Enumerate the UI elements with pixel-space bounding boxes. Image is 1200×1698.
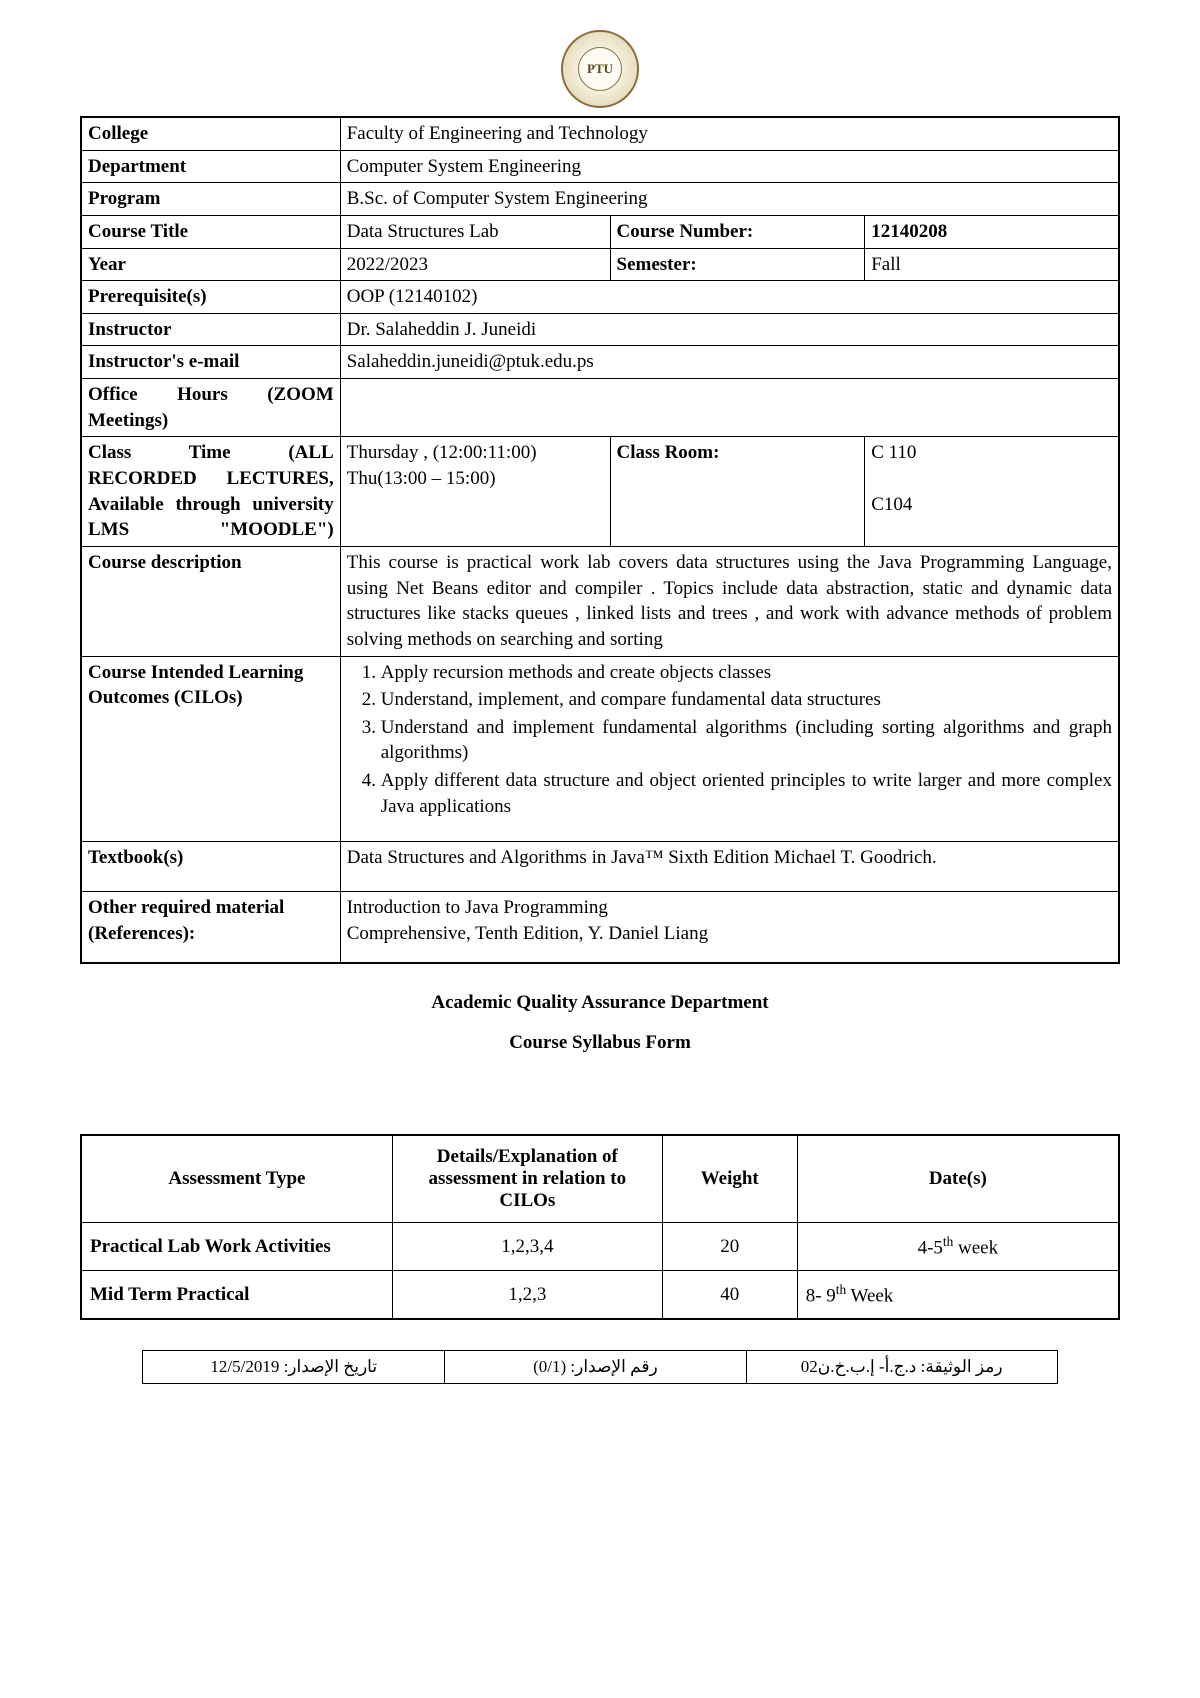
college-label: College [81,117,340,150]
course-title-label: Course Title [81,215,340,248]
footer-info-table: تاريخ الإصدار: 12/5/2019 رقم الإصدار: (0… [142,1350,1057,1384]
textbook-value: Data Structures and Algorithms in Java™ … [340,842,1119,892]
course-number-label: Course Number: [610,215,865,248]
program-value: B.Sc. of Computer System Engineering [340,183,1119,216]
year-value: 2022/2023 [340,248,610,281]
logo-container: PTU [80,30,1120,108]
cilo-list: Apply recursion methods and create objec… [347,660,1112,820]
qa-dept-heading: Academic Quality Assurance Department [80,992,1120,1014]
assess-weight: 20 [662,1223,797,1271]
assess-type: Mid Term Practical [81,1271,392,1319]
course-title-value: Data Structures Lab [340,215,610,248]
college-value: Faculty of Engineering and Technology [340,117,1119,150]
cilo-item: Understand and implement fundamental alg… [381,715,1112,766]
instructor-label: Instructor [81,313,340,346]
assess-dates: 4-5th week [797,1223,1119,1271]
cilo-item: Apply different data structure and objec… [381,768,1112,819]
class-room-value: C 110 C104 [865,437,1119,547]
other-material-value: Introduction to Java Programming Compreh… [340,892,1119,964]
class-time-line2: Thu(13:00 – 15:00) [347,468,496,489]
footer-issue-number: رقم الإصدار: (0/1) [445,1350,747,1383]
prereq-label: Prerequisite(s) [81,281,340,314]
assess-header-type: Assessment Type [81,1135,392,1223]
logo-text: PTU [578,47,622,91]
cilo-item: Apply recursion methods and create objec… [381,660,1112,686]
email-value: Salaheddin.juneidi@ptuk.edu.ps [340,346,1119,379]
table-row: Practical Lab Work Activities 1,2,3,4 20… [81,1223,1119,1271]
assess-weight: 40 [662,1271,797,1319]
assess-details: 1,2,3,4 [392,1223,662,1271]
year-label: Year [81,248,340,281]
program-label: Program [81,183,340,216]
office-hours-value [340,379,1119,437]
other-line2: Comprehensive, Tenth Edition, Y. Daniel … [347,923,708,944]
instructor-value: Dr. Salaheddin J. Juneidi [340,313,1119,346]
class-time-label: Class Time (ALL RECORDED LECTURES, Avail… [81,437,340,547]
assess-header-weight: Weight [662,1135,797,1223]
course-number-value: 12140208 [865,215,1119,248]
assess-details: 1,2,3 [392,1271,662,1319]
course-info-table: College Faculty of Engineering and Techn… [80,116,1120,964]
other-line1: Introduction to Java Programming [347,897,608,918]
semester-label: Semester: [610,248,865,281]
cilo-label: Course Intended Learning Outcomes (CILOs… [81,656,340,842]
table-row: Mid Term Practical 1,2,3 40 8- 9th Week [81,1271,1119,1319]
footer-doc-code: رمز الوثيقة: د.ج.أ- إ.ب.خ.ن02 [746,1350,1057,1383]
email-label: Instructor's e-mail [81,346,340,379]
other-material-label: Other required material (References): [81,892,340,964]
assess-type: Practical Lab Work Activities [81,1223,392,1271]
semester-value: Fall [865,248,1119,281]
class-room-label: Class Room: [610,437,865,547]
syllabus-form-heading: Course Syllabus Form [80,1032,1120,1054]
course-desc-value: This course is practical work lab covers… [340,546,1119,656]
cilo-item: Understand, implement, and compare funda… [381,687,1112,713]
cilo-value: Apply recursion methods and create objec… [340,656,1119,842]
assessment-table: Assessment Type Details/Explanation of a… [80,1134,1120,1320]
office-hours-label: Office Hours (ZOOM Meetings) [81,379,340,437]
department-label: Department [81,150,340,183]
class-time-line1: Thursday , (12:00:11:00) [347,442,537,463]
assess-dates: 8- 9th Week [797,1271,1119,1319]
class-room-line1: C 110 [871,442,916,463]
course-desc-label: Course description [81,546,340,656]
textbook-label: Textbook(s) [81,842,340,892]
assess-header-dates: Date(s) [797,1135,1119,1223]
footer-issue-date: تاريخ الإصدار: 12/5/2019 [143,1350,445,1383]
class-time-value: Thursday , (12:00:11:00) Thu(13:00 – 15:… [340,437,610,547]
assess-header-details: Details/Explanation of assessment in rel… [392,1135,662,1223]
university-seal-icon: PTU [561,30,639,108]
prereq-value: OOP (12140102) [340,281,1119,314]
department-value: Computer System Engineering [340,150,1119,183]
class-room-line2: C104 [871,494,912,515]
